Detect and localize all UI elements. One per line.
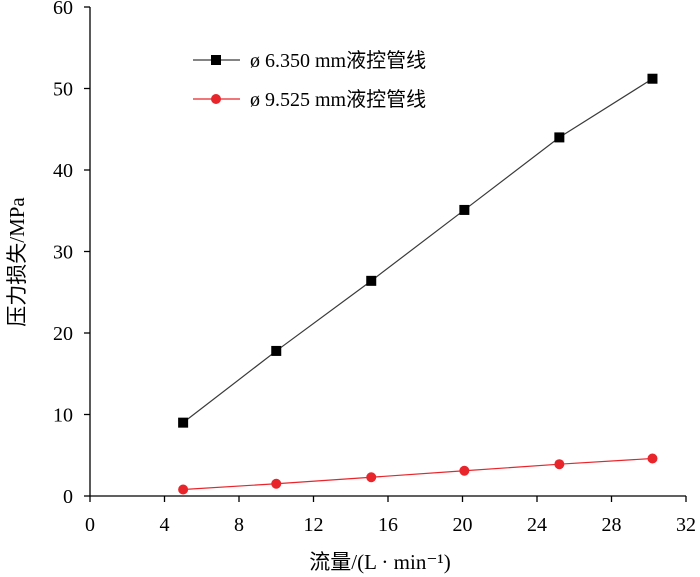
series-0-line <box>182 78 653 424</box>
x-tick-label: 8 <box>234 514 244 536</box>
y-tick-label: 40 <box>53 160 73 182</box>
y-tick-label: 50 <box>53 79 73 101</box>
legend-entry-series-1: ø 9.525 mm液控管线 <box>193 88 426 111</box>
x-axis-ticks: 0 4 8 12 16 20 24 28 32 <box>85 496 696 536</box>
series-0-point <box>459 204 470 215</box>
series-0-point <box>366 275 377 286</box>
series-1-point <box>554 459 565 470</box>
series-1-point <box>271 478 282 489</box>
y-tick-label: 30 <box>53 242 73 264</box>
x-tick-label: 24 <box>527 514 547 536</box>
legend-square-marker-icon <box>211 55 221 65</box>
x-tick-label: 28 <box>602 514 622 536</box>
series-1-point <box>459 465 470 476</box>
y-tick-label: 20 <box>53 323 73 345</box>
y-tick-label: 10 <box>53 405 73 427</box>
legend-label-series-1: ø 9.525 mm液控管线 <box>250 88 426 111</box>
series-1-line <box>183 457 653 491</box>
x-tick-label: 0 <box>85 514 95 536</box>
x-tick-label: 16 <box>378 514 398 536</box>
series-layer <box>178 73 658 495</box>
legend-entry-series-0: ø 6.350 mm液控管线 <box>193 49 426 72</box>
series-0-point <box>647 73 658 84</box>
y-tick-label: 60 <box>53 0 73 19</box>
x-tick-label: 20 <box>453 514 473 536</box>
x-tick-label: 32 <box>676 514 696 536</box>
series-0-point <box>271 345 282 356</box>
y-axis-title: 压力损失/MPa <box>5 197 29 327</box>
y-axis-ticks: 0 10 20 30 40 50 60 <box>53 0 90 508</box>
series-1-point <box>647 453 658 464</box>
y-tick-label: 0 <box>63 486 73 508</box>
series-1-point <box>178 484 189 495</box>
x-axis-title: 流量/(L · min⁻¹) <box>309 550 450 574</box>
legend: ø 6.350 mm液控管线 ø 9.525 mm液控管线 <box>193 49 426 111</box>
legend-label-series-0: ø 6.350 mm液控管线 <box>250 49 426 72</box>
x-tick-label: 4 <box>160 514 170 536</box>
legend-circle-marker-icon <box>211 94 221 104</box>
series-1-point <box>366 472 377 483</box>
series-0-point <box>554 132 565 143</box>
series-0-point <box>178 417 189 428</box>
x-tick-label: 12 <box>304 514 324 536</box>
